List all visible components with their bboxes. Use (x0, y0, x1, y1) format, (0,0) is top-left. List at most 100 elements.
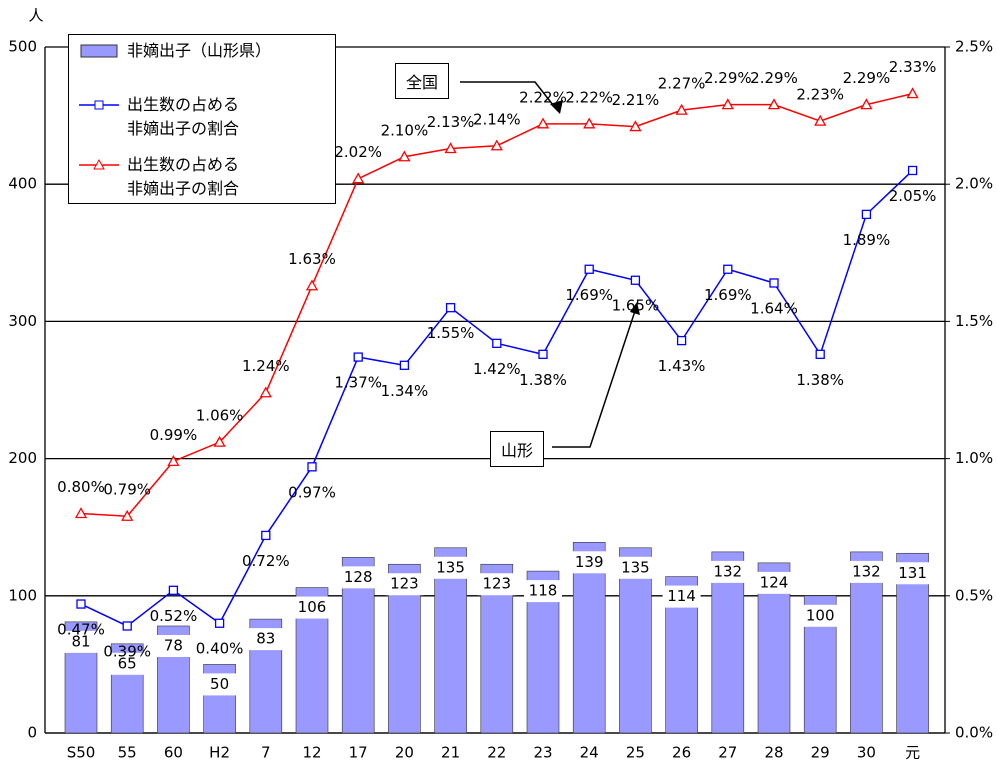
x-tick-label: 26 (672, 744, 691, 762)
data-label: 0.72% (242, 552, 290, 570)
marker (676, 335, 687, 346)
data-label: 135 (621, 558, 650, 576)
data-label: 0.80% (57, 478, 105, 496)
marker (861, 209, 872, 220)
y-tick-label: 500 (8, 38, 37, 56)
label-bg (570, 551, 609, 574)
data-label: 2.33% (889, 58, 937, 76)
label-bg (893, 562, 932, 585)
data-label: 0.79% (103, 481, 151, 499)
marker (259, 386, 272, 398)
legend-item: 出生数の占める 非嫡出子の割合 (77, 153, 239, 201)
x-tick-label: 30 (857, 744, 876, 762)
data-label: 128 (344, 568, 373, 586)
data-label: 1.69% (565, 286, 613, 304)
annotation: 山形 (490, 431, 545, 467)
label-bg (431, 556, 470, 579)
x-tick-label: 60 (164, 744, 183, 762)
marker (121, 509, 134, 521)
data-label: 0.99% (150, 426, 198, 444)
data-label: 2.29% (843, 69, 891, 87)
x-tick-label: 元 (905, 744, 920, 762)
data-label: 123 (482, 575, 511, 593)
data-label: 1.42% (473, 360, 521, 378)
data-label: 78 (164, 636, 183, 654)
data-label: 100 (806, 606, 835, 624)
marker (630, 275, 641, 285)
data-label: 2.10% (381, 121, 429, 139)
marker (814, 114, 827, 126)
y-tick-label: 0 (27, 724, 37, 742)
marker (76, 599, 86, 609)
y2-tick-label: 1.5% (955, 312, 993, 330)
x-tick-label: S50 (67, 744, 96, 762)
marker (305, 279, 319, 291)
marker (261, 530, 271, 541)
x-tick-label: 27 (718, 744, 737, 762)
data-label: 2.21% (612, 91, 660, 109)
data-label: 0.40% (196, 640, 244, 658)
marker (214, 618, 225, 628)
marker (629, 120, 642, 132)
marker (399, 360, 410, 370)
label-bg (62, 630, 100, 653)
label-bg (108, 652, 147, 675)
marker (492, 338, 502, 349)
x-tick-label: 25 (626, 744, 645, 762)
marker (122, 621, 132, 631)
marker (583, 117, 596, 129)
label-bg (339, 566, 378, 589)
line (80, 169, 914, 627)
data-label: 1.69% (704, 286, 752, 304)
label-bg (200, 673, 239, 696)
label-bg (662, 585, 701, 608)
marker (723, 264, 733, 274)
marker (907, 165, 918, 176)
y-tick-label: 400 (8, 175, 37, 193)
marker (444, 142, 457, 154)
label-bg (708, 560, 747, 583)
data-label: 50 (210, 675, 229, 693)
label-bg (293, 596, 331, 619)
swatch-marker (94, 100, 104, 110)
swatch-marker (93, 158, 105, 170)
data-label: 2.22% (565, 88, 613, 106)
x-tick-label: 7 (261, 744, 271, 762)
label-bg (847, 560, 886, 583)
data-label: 0.47% (57, 621, 105, 639)
annotation: 全国 (395, 63, 450, 99)
arrow-head (630, 302, 640, 315)
marker (398, 150, 411, 162)
data-label: 1.34% (381, 382, 429, 400)
data-label: 2.23% (796, 86, 844, 104)
x-tick-label: 22 (487, 744, 506, 762)
y2-tick-label: 2.0% (955, 175, 993, 193)
data-label: 139 (575, 553, 604, 571)
data-label: 2.05% (889, 187, 937, 205)
data-label: 0.97% (288, 483, 336, 501)
data-label: 1.43% (658, 357, 706, 375)
x-tick-label: H2 (209, 744, 230, 762)
y2-tick-label: 1.0% (955, 449, 993, 467)
marker (538, 349, 548, 359)
data-label: 2.02% (334, 143, 382, 161)
x-tick-label: 20 (395, 744, 414, 762)
marker (167, 455, 180, 466)
marker (584, 264, 594, 274)
data-label: 2.27% (658, 75, 706, 93)
label-bg (801, 604, 840, 627)
x-tick-label: 24 (580, 744, 599, 762)
legend-swatch (79, 158, 119, 170)
marker (675, 103, 688, 115)
label-bg (154, 634, 193, 657)
marker (353, 352, 363, 362)
data-label: 2.29% (704, 69, 752, 87)
marker (74, 507, 88, 519)
x-tick-label: 12 (302, 744, 321, 762)
data-label: 83 (256, 630, 275, 648)
data-label: 1.89% (843, 231, 891, 249)
label-bg (385, 573, 424, 596)
legend-label: 出生数の占める 非嫡出子の割合 (127, 95, 240, 138)
legend-swatch (80, 44, 118, 58)
